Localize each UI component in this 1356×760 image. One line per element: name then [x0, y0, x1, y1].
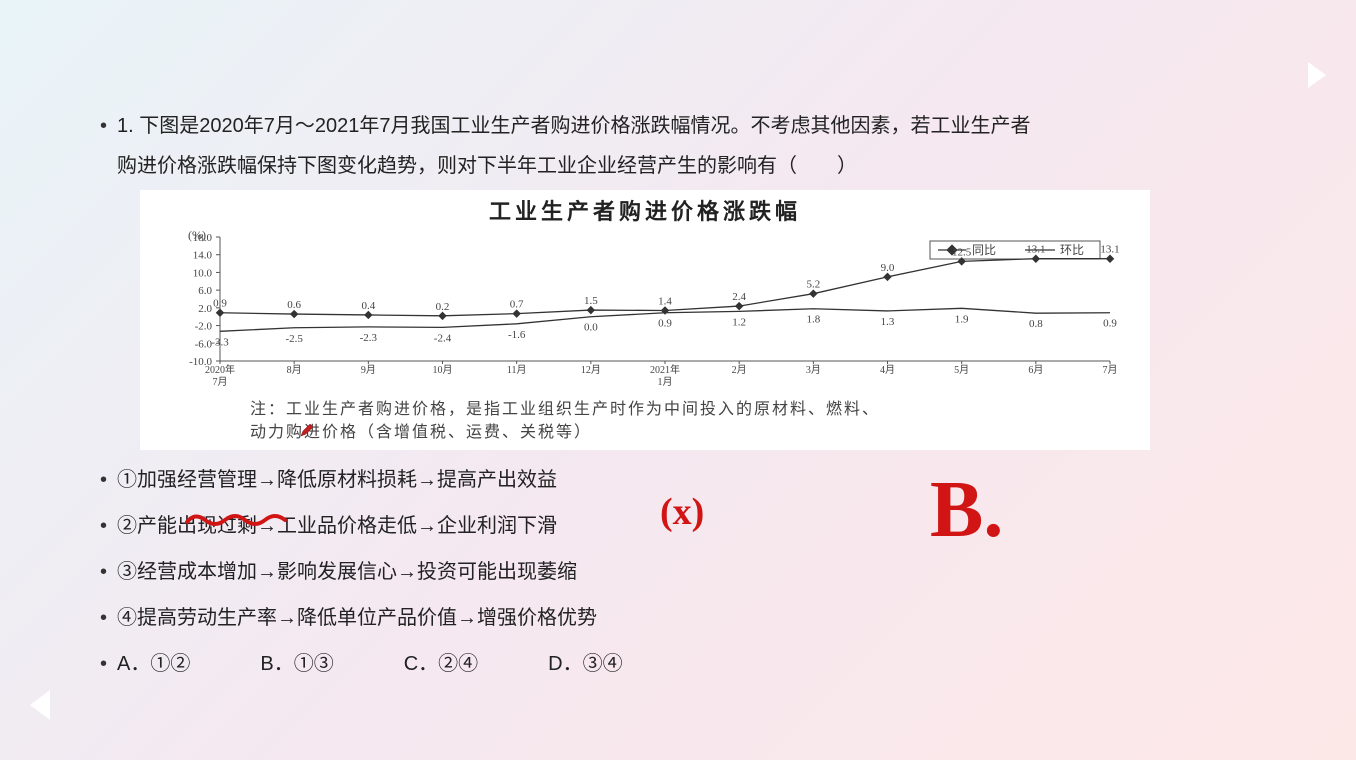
- choices-row: • A．①② B．①③ C．②④ D．③④: [100, 648, 1276, 680]
- svg-text:0.7: 0.7: [510, 299, 524, 311]
- choice-d: D．③④: [548, 648, 622, 680]
- slide-content: • 1. 下图是2020年7月～2021年7月我国工业生产者购进价格涨跌幅情况。…: [0, 0, 1356, 728]
- svg-text:7月: 7月: [213, 376, 228, 388]
- svg-text:0.0: 0.0: [584, 322, 598, 334]
- choice-c: C．②④: [404, 648, 478, 680]
- svg-text:0.9: 0.9: [1103, 318, 1117, 330]
- option-4: • ④提高劳动生产率→降低单位产品价值→增强价格优势: [100, 602, 1276, 634]
- svg-text:1.8: 1.8: [806, 314, 820, 326]
- question-block: • 1. 下图是2020年7月～2021年7月我国工业生产者购进价格涨跌幅情况。…: [100, 110, 1276, 142]
- chart-title: 工业生产者购进价格涨跌幅: [150, 194, 1140, 229]
- svg-text:同比: 同比: [972, 243, 996, 257]
- svg-text:8月: 8月: [287, 364, 302, 376]
- svg-text:-2.0: -2.0: [195, 321, 213, 333]
- svg-text:0.9: 0.9: [658, 318, 672, 330]
- svg-text:1.4: 1.4: [658, 296, 672, 308]
- option-2: • ②产能出现过剩→工业品价格走低→企业利润下滑: [100, 510, 1276, 542]
- svg-text:1月: 1月: [658, 376, 673, 388]
- svg-text:-2.3: -2.3: [360, 332, 378, 344]
- svg-text:2.0: 2.0: [198, 303, 212, 315]
- option-2-text: ②产能出现过剩→工业品价格走低→企业利润下滑: [117, 510, 557, 542]
- chart-svg: (%)-10.0-6.0-2.02.06.010.014.018.02020年7…: [150, 229, 1130, 399]
- svg-text:2月: 2月: [732, 364, 747, 376]
- svg-text:-6.0: -6.0: [195, 338, 213, 350]
- svg-text:0.9: 0.9: [213, 298, 227, 310]
- svg-text:6.0: 6.0: [198, 285, 212, 297]
- svg-text:0.4: 0.4: [361, 300, 375, 312]
- choice-b: B．①③: [260, 648, 333, 680]
- svg-text:1.2: 1.2: [732, 317, 746, 329]
- bullet-icon: •: [100, 110, 107, 142]
- option-1: • ①加强经营管理→降低原材料损耗→提高产出效益: [100, 464, 1276, 496]
- svg-text:1.9: 1.9: [955, 313, 969, 325]
- svg-text:1.5: 1.5: [584, 295, 598, 307]
- option-4-text: ④提高劳动生产率→降低单位产品价值→增强价格优势: [117, 602, 597, 634]
- svg-text:7月: 7月: [1103, 364, 1118, 376]
- svg-text:10.0: 10.0: [193, 268, 213, 280]
- svg-text:3月: 3月: [806, 364, 821, 376]
- decor-triangle-bottom-left: [30, 690, 50, 720]
- svg-text:0.6: 0.6: [287, 299, 301, 311]
- choice-a: A．①②: [117, 648, 190, 680]
- svg-text:-1.6: -1.6: [508, 329, 526, 341]
- svg-text:2021年: 2021年: [650, 363, 680, 376]
- svg-text:13.1: 13.1: [1100, 244, 1119, 256]
- svg-text:9月: 9月: [361, 364, 376, 376]
- svg-text:-2.4: -2.4: [434, 333, 452, 345]
- question-block-2: • 购进价格涨跌幅保持下图变化趋势，则对下半年工业企业经营产生的影响有（ ）: [100, 150, 1276, 182]
- option-1-text: ①加强经营管理→降低原材料损耗→提高产出效益: [117, 464, 557, 496]
- svg-text:12.5: 12.5: [952, 247, 972, 259]
- chart-note-2: 动力购进价格（含增值税、运费、关税等）: [250, 422, 1140, 444]
- svg-text:-3.3: -3.3: [211, 337, 229, 349]
- svg-text:2.4: 2.4: [732, 291, 746, 303]
- svg-text:5月: 5月: [954, 364, 969, 376]
- option-3-text: ③经营成本增加→影响发展信心→投资可能出现萎缩: [117, 556, 577, 588]
- svg-text:11月: 11月: [507, 364, 527, 376]
- svg-text:13.1: 13.1: [1026, 244, 1045, 256]
- svg-text:-2.5: -2.5: [285, 333, 303, 345]
- chart-note-1: 注：工业生产者购进价格，是指工业组织生产时作为中间投入的原材料、燃料、: [250, 399, 1140, 421]
- svg-text:0.2: 0.2: [436, 301, 450, 313]
- svg-text:0.8: 0.8: [1029, 318, 1043, 330]
- svg-text:2020年: 2020年: [205, 363, 235, 376]
- chart-container: 工业生产者购进价格涨跌幅 (%)-10.0-6.0-2.02.06.010.01…: [140, 190, 1150, 450]
- question-text: 1. 下图是2020年7月～2021年7月我国工业生产者购进价格涨跌幅情况。不考…: [117, 110, 1276, 142]
- svg-text:6月: 6月: [1028, 364, 1043, 376]
- svg-text:18.0: 18.0: [193, 232, 213, 244]
- svg-text:9.0: 9.0: [881, 262, 895, 274]
- option-3: • ③经营成本增加→影响发展信心→投资可能出现萎缩: [100, 556, 1276, 588]
- question-line2: 购进价格涨跌幅保持下图变化趋势，则对下半年工业企业经营产生的影响有（ ）: [117, 150, 1276, 182]
- svg-text:10月: 10月: [433, 364, 453, 376]
- svg-text:1.3: 1.3: [881, 316, 895, 328]
- svg-text:14.0: 14.0: [193, 250, 213, 262]
- pen-cursor-icon: [300, 423, 314, 437]
- svg-text:环比: 环比: [1060, 243, 1084, 257]
- decor-triangle-top-right: [1306, 60, 1326, 90]
- svg-text:12月: 12月: [581, 364, 601, 376]
- svg-text:5.2: 5.2: [806, 279, 820, 291]
- question-line1: 1. 下图是2020年7月～2021年7月我国工业生产者购进价格涨跌幅情况。不考…: [117, 115, 1030, 137]
- svg-text:4月: 4月: [880, 364, 895, 376]
